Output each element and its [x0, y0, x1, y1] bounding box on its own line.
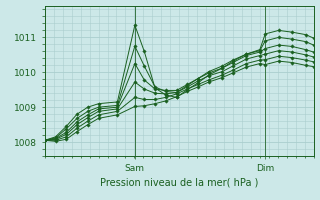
X-axis label: Pression niveau de la mer( hPa ): Pression niveau de la mer( hPa ) — [100, 178, 258, 188]
